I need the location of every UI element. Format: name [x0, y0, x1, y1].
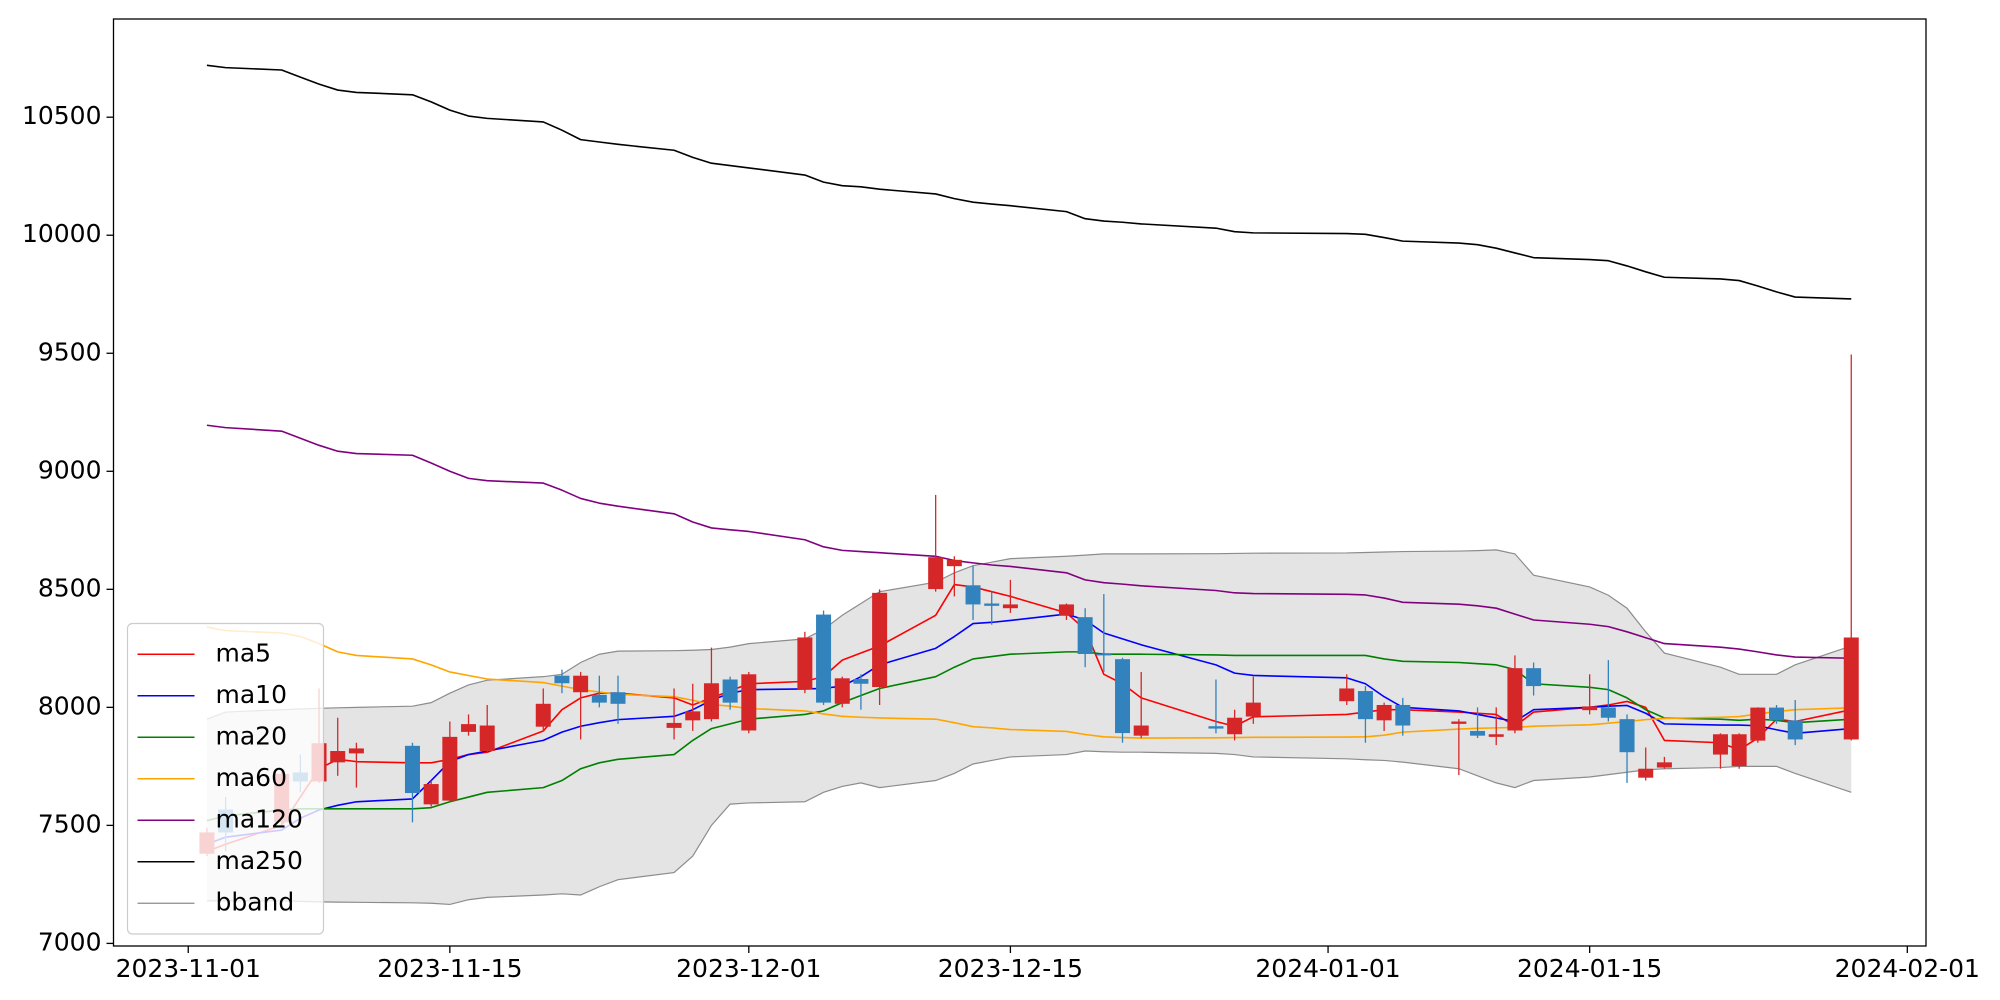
candle-body [1769, 707, 1785, 721]
candle-body [1245, 702, 1261, 717]
candle-body [1488, 734, 1504, 737]
candle-body [1208, 726, 1224, 729]
candle-body [965, 585, 981, 605]
candle-body [461, 724, 477, 732]
candle-body [554, 675, 570, 684]
candle-body [1002, 604, 1018, 609]
y-tick-label: 9500 [38, 337, 102, 366]
candle-body [834, 678, 850, 704]
candle-body [1470, 730, 1486, 736]
legend-label: ma120 [216, 804, 303, 833]
candle-body [1582, 706, 1598, 711]
candle-body [1526, 668, 1542, 687]
candle-body [872, 592, 888, 688]
candle-body [1843, 637, 1859, 740]
candle-body [1787, 720, 1803, 740]
candle-body [1656, 762, 1672, 768]
candle-body [423, 784, 439, 805]
candle-body [573, 675, 589, 693]
candle-body [741, 674, 757, 731]
candle-body [1731, 734, 1747, 767]
y-tick-label: 8500 [38, 573, 102, 602]
ma-line [206, 651, 1852, 822]
legend: ma5 ma10 ma20 ma60 ma120 ma250 bband [126, 622, 325, 935]
band-area [206, 549, 1852, 905]
candle-body [404, 745, 420, 794]
legend-label: bband [216, 887, 295, 916]
candle-body [1077, 617, 1093, 654]
candle-body [685, 711, 701, 721]
legend-label: ma60 [216, 763, 287, 792]
x-tick-label: 2024-01-01 [1255, 954, 1400, 983]
x-tick-label: 2024-02-01 [1835, 954, 1980, 983]
candle-body [1395, 704, 1411, 726]
candle-body [442, 736, 458, 801]
candle-body [666, 722, 682, 728]
candle-body [984, 603, 1000, 606]
candle-body [1058, 604, 1074, 616]
candle-body [928, 557, 944, 590]
legend-label: ma20 [216, 721, 287, 750]
y-tick-label: 8000 [38, 691, 102, 720]
candle-body [330, 751, 346, 763]
candle-body [1357, 691, 1373, 720]
candle-body [1227, 717, 1243, 735]
candle-body [1712, 734, 1728, 755]
candle-body [1638, 768, 1654, 778]
x-tick-label: 2023-12-15 [938, 954, 1083, 983]
candle-body [348, 748, 364, 754]
legend-label: ma250 [216, 846, 303, 875]
candle-body [816, 614, 832, 703]
candle-body [703, 683, 719, 720]
candle-body [610, 692, 626, 704]
x-tick-label: 2024-01-15 [1517, 954, 1662, 983]
legend-label: ma10 [216, 680, 287, 709]
candle-body [1750, 707, 1766, 741]
candle-body [1451, 721, 1467, 724]
candle-body [722, 679, 738, 703]
ma-line [206, 64, 1852, 300]
candle-body [591, 694, 607, 703]
candle-body [1133, 725, 1149, 736]
band-lower [206, 750, 1852, 906]
y-tick-label: 10500 [22, 101, 102, 130]
candle-body [535, 703, 551, 727]
candle-body [1619, 719, 1635, 753]
candle-body [1600, 707, 1616, 718]
candle-body [1115, 659, 1131, 734]
y-tick-label: 7500 [38, 809, 102, 838]
y-tick-label: 10000 [22, 219, 102, 248]
candle-body [1507, 668, 1523, 731]
candle-body [1096, 653, 1112, 656]
y-tick-label: 9000 [38, 455, 102, 484]
candle-body [479, 725, 495, 752]
x-tick-label: 2023-12-01 [676, 954, 821, 983]
ma-line [206, 424, 1852, 660]
candle-body [797, 637, 813, 690]
legend-label: ma5 [216, 638, 272, 667]
ma-line [206, 626, 1852, 739]
axes: 7000 7500 8000 8500 9000 9500 10000 10500 2023-1… [22, 18, 1980, 983]
axes-frame [112, 18, 1927, 947]
candle-body [1339, 688, 1355, 702]
candle-body [853, 679, 869, 684]
x-tick-label: 2023-11-01 [116, 954, 261, 983]
candle-body [946, 559, 962, 567]
x-tick-label: 2023-11-15 [377, 954, 522, 983]
y-tick-label: 7000 [38, 927, 102, 956]
legend-box [126, 622, 325, 935]
candle-body [1376, 704, 1392, 721]
